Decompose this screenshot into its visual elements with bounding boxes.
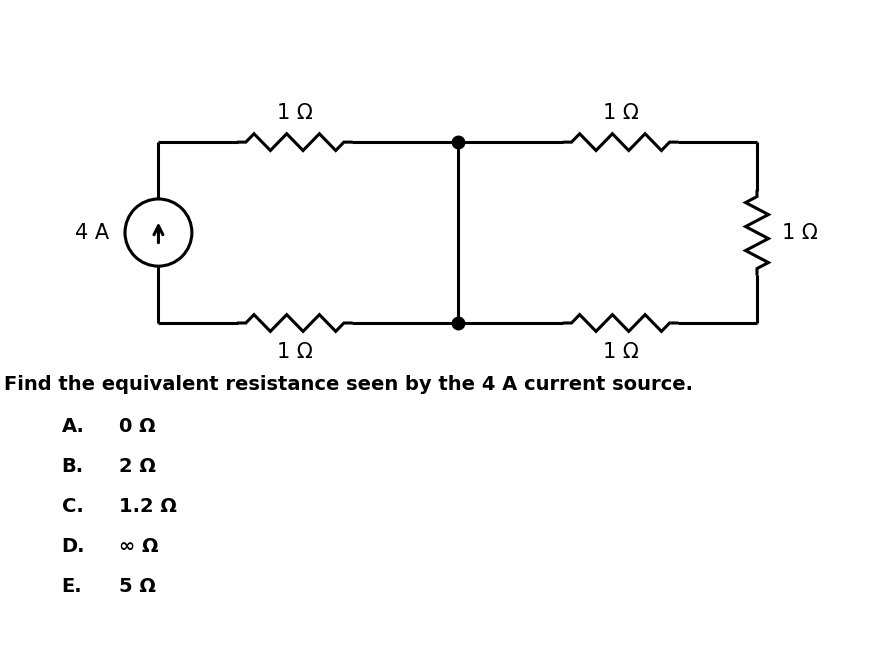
Text: 1 Ω: 1 Ω xyxy=(602,103,639,123)
Text: 4 A: 4 A xyxy=(75,223,109,242)
Text: 1 Ω: 1 Ω xyxy=(781,223,818,242)
Text: A.: A. xyxy=(62,417,84,435)
Text: 0 Ω: 0 Ω xyxy=(119,417,155,435)
Text: 5 Ω: 5 Ω xyxy=(119,577,156,596)
Text: ∞ Ω: ∞ Ω xyxy=(119,537,159,556)
Text: D.: D. xyxy=(62,537,85,556)
Text: E.: E. xyxy=(62,577,82,596)
Text: 1 Ω: 1 Ω xyxy=(277,342,313,362)
Text: 1 Ω: 1 Ω xyxy=(602,342,639,362)
Text: C.: C. xyxy=(62,497,83,516)
Text: Find the equivalent resistance seen by the 4 A current source.: Find the equivalent resistance seen by t… xyxy=(4,375,694,393)
Text: B.: B. xyxy=(62,457,84,475)
Text: 2 Ω: 2 Ω xyxy=(119,457,156,475)
Text: 1 Ω: 1 Ω xyxy=(277,103,313,123)
Text: 1.2 Ω: 1.2 Ω xyxy=(119,497,176,516)
